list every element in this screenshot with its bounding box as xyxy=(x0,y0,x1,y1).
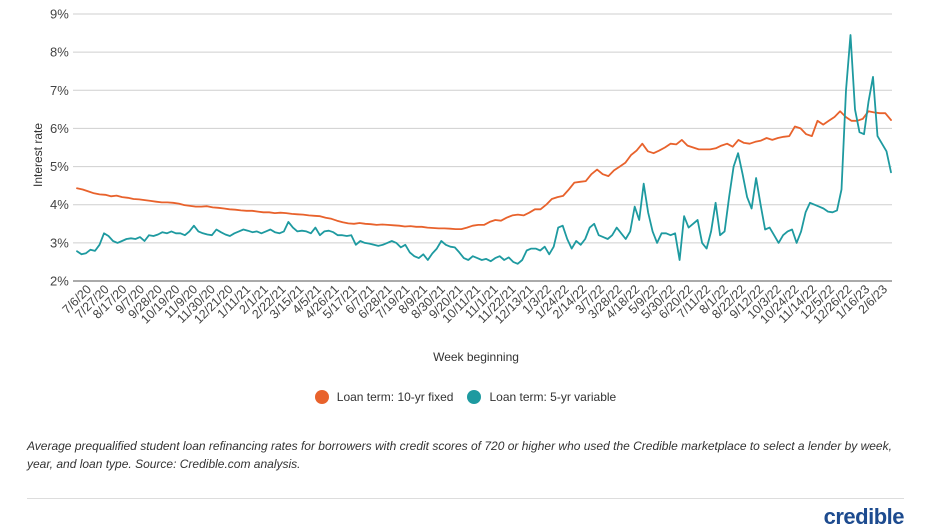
gridlines xyxy=(73,13,892,282)
line-chart: 2% 3% 4% 5% 6% 7% 8% 9% 7/6/207/27/208/17/209/7… xyxy=(31,7,892,364)
legend-item-variable[interactable]: Loan term: 5-yr variable xyxy=(467,390,616,404)
chart-legend: Loan term: 10-yr fixed Loan term: 5-yr v… xyxy=(0,390,931,404)
x-axis-label: Week beginning xyxy=(433,350,519,364)
y-tick-label: 7% xyxy=(50,83,69,98)
series-lines xyxy=(76,34,892,265)
y-tick-label: 8% xyxy=(50,45,69,60)
y-tick-label: 6% xyxy=(50,121,69,136)
y-tick-label: 4% xyxy=(50,197,69,212)
legend-label-variable: Loan term: 5-yr variable xyxy=(489,390,617,404)
legend-label-fixed: Loan term: 10-yr fixed xyxy=(336,390,454,404)
series-line-variable xyxy=(76,34,892,265)
legend-swatch-fixed xyxy=(314,390,329,404)
y-tick-label: 3% xyxy=(50,235,69,250)
legend-swatch-variable xyxy=(467,390,482,404)
y-tick-label: 2% xyxy=(50,274,69,289)
legend-item-fixed[interactable]: Loan term: 10-yr fixed xyxy=(314,390,454,404)
y-axis-ticks: 2% 3% 4% 5% 6% 7% 8% 9% xyxy=(50,7,69,289)
y-tick-label: 5% xyxy=(50,159,69,174)
y-tick-label: 9% xyxy=(50,7,69,22)
credible-logo[interactable]: credible xyxy=(823,504,905,529)
series-line-fixed xyxy=(76,110,892,231)
y-axis-label: Interest rate xyxy=(31,123,45,187)
footer-divider xyxy=(27,498,904,499)
x-axis-ticks: 7/6/207/27/208/17/209/7/209/28/2010/19/2… xyxy=(60,282,891,326)
chart-caption: Average prequalified student loan refina… xyxy=(27,439,892,471)
